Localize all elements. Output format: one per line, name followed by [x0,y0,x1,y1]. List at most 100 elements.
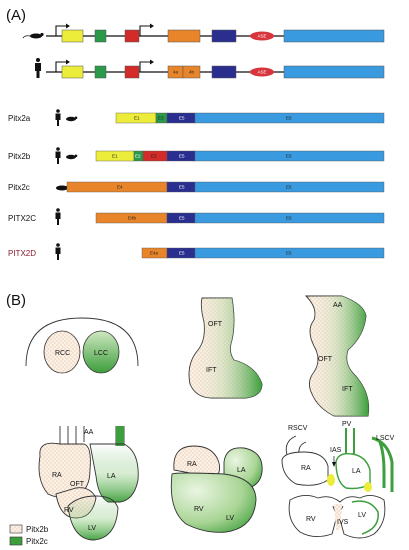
la-label: LA [352,468,361,475]
exon-label: E5 [179,185,185,190]
isoform-name: Pitx2c [8,183,30,192]
exon-label: E5 [179,116,185,121]
ra-label: RA [187,461,197,468]
exon-label: E6 [286,116,292,121]
ra-label: RA [52,472,62,479]
exon-2 [94,29,107,43]
isoform-name: PITX2C [8,214,36,223]
heart-looped: AA RA OFT LA RV LV [38,426,139,541]
promoter-arrow-icon [139,61,152,72]
lcc-region [82,330,120,374]
legend-label: Pitx2c [26,537,48,546]
exon-6 [283,29,385,43]
isoform-PITX2D: PITX2D E4a E5 E6 [8,243,385,260]
exon-label: E4a [150,251,159,256]
aa-label: AA [333,302,343,309]
oft-label: OFT [208,321,223,328]
legend: Pitx2b Pitx2c [9,524,49,546]
human-icon [35,58,41,78]
heart-section: RSCV PV LSCV IAS RA LA RV IVS LV [281,421,395,539]
promoter-arrow-icon [55,25,68,36]
human-icon [55,109,61,126]
oft-label: OFT [70,481,85,488]
exon-label: E3 [151,154,157,159]
rv-label: RV [306,516,316,523]
exon-4 [167,29,201,43]
exon-4b-label: 4b [189,70,195,75]
exon-label: E2 [135,154,141,159]
lv-label: LV [226,515,234,522]
ias-label: IAS [330,447,342,454]
exon-label: E1 [134,116,140,121]
exon-label: E6 [286,185,292,190]
exon-3 [124,29,140,43]
mouse-icon [66,154,78,160]
mouse-gene-map: ASE [22,23,385,43]
exon-5 [211,29,237,43]
isoform-pitx2a: Pitx2a E1 E3 E5 E6 [8,109,385,126]
panel-a-label: (A) [6,7,26,24]
lv-label: LV [88,525,96,532]
exon-label: E4b [128,216,137,221]
rcc-label: RCC [55,350,70,357]
exon-label: E3 [158,116,164,121]
ase-label: ASE [257,70,266,75]
pv-label: PV [342,421,352,428]
exon-3 [124,65,140,79]
panel-b-label: (B) [6,292,26,309]
ase-element [250,31,274,41]
promoter-arrow-icon [139,25,152,36]
aa-label: AA [84,429,94,436]
mouse-icon [22,32,44,39]
ias-node [327,474,335,486]
ift-label: IFT [342,386,353,393]
ase-element [250,67,274,77]
exon-label: E5 [179,154,185,159]
human-icon [55,243,61,260]
exon-4a-label: 4a [173,70,179,75]
exon-1 [61,65,84,79]
human-icon [55,147,61,164]
exon-6 [283,65,385,79]
ase-label: ASE [257,34,266,39]
isoform-PITX2C: PITX2C E4b E5 E6 [8,208,385,225]
oft-label: OFT [318,356,333,363]
rv-label: RV [64,507,74,514]
exon-5 [211,65,237,79]
human-gene-map: 4a 4b ASE [35,58,385,79]
exon-label: E5 [179,251,185,256]
isoform-name: Pitx2b [8,152,31,161]
ivs-label: IVS [337,519,349,526]
heart-chambered: RA LA RV LV [170,445,263,533]
lcc-label: LCC [94,350,108,357]
exon-1 [61,29,84,43]
cardiac-crescent: RCC LCC [25,317,139,374]
rv-label: RV [194,506,204,513]
isoform-pitx2c: Pitx2c E4 E5 E6 [8,181,385,193]
heart-tube-looping: AA OFT IFT [304,295,370,417]
exon-label: E4 [117,185,123,190]
exon-label: E1 [112,154,118,159]
legend-swatch-pitx2c [9,536,23,546]
lv-label: LV [358,512,366,519]
lscv-label: LSCV [376,435,395,442]
isoform-pitx2b: Pitx2b E1 E2 E3 E5 E6 [8,147,385,164]
ift-label: IFT [206,367,217,374]
exon-label: E6 [286,216,292,221]
exon-4b [182,65,201,79]
rcc-region [43,330,81,374]
human-icon [55,208,61,225]
ra-label: RA [301,465,311,472]
node [364,482,372,492]
la-label: LA [237,467,246,474]
exon-label: E6 [286,251,292,256]
mouse-icon [66,116,78,122]
exon-label: E6 [286,154,292,159]
exon-label: E5 [179,216,185,221]
isoform-name: PITX2D [8,249,36,258]
legend-swatch-pitx2b [9,524,23,534]
heart-tube-early: OFT IFT [188,297,263,399]
rscv-label: RSCV [288,425,308,432]
promoter-arrow-icon [55,61,68,72]
